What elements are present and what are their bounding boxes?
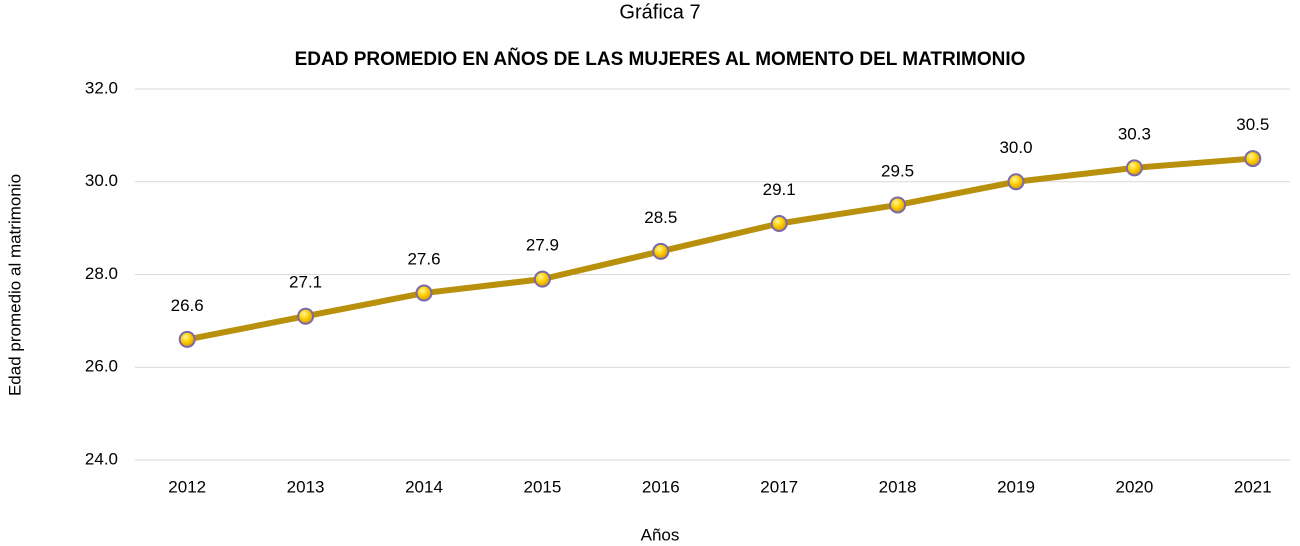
x-tick-label: 2012 [168, 477, 206, 496]
x-tick-label: 2013 [287, 477, 325, 496]
x-tick-label: 2017 [760, 477, 798, 496]
x-tick-label: 2014 [405, 477, 443, 496]
data-label: 30.3 [1118, 124, 1151, 143]
x-tick-label: 2018 [879, 477, 917, 496]
data-label: 29.5 [881, 161, 914, 180]
marker [1007, 173, 1025, 191]
x-tick-label: 2021 [1234, 477, 1272, 496]
marker [533, 270, 551, 288]
marker [178, 330, 196, 348]
marker [889, 196, 907, 214]
y-tick-label: 28.0 [85, 264, 118, 283]
data-label: 27.9 [526, 236, 559, 255]
data-label: 27.6 [407, 250, 440, 269]
chart-subtitle: EDAD PROMEDIO EN AÑOS DE LAS MUJERES AL … [295, 48, 1026, 70]
marker [1244, 150, 1262, 168]
marker [652, 242, 670, 260]
marker [415, 284, 433, 302]
x-axis-label: Años [641, 525, 680, 544]
data-label: 30.5 [1236, 115, 1269, 134]
y-tick-label: 30.0 [85, 171, 118, 190]
marker [770, 214, 788, 232]
marker [1125, 159, 1143, 177]
line [186, 155, 1254, 343]
data-label: 30.0 [999, 138, 1032, 157]
x-tick-label: 2015 [523, 477, 561, 496]
data-label: 26.6 [171, 296, 204, 315]
chart-title: Gráfica 7 [619, 1, 700, 23]
x-tick-label: 2016 [642, 477, 680, 496]
data-label: 27.1 [289, 273, 322, 292]
marker [297, 307, 315, 325]
x-tick-label: 2019 [997, 477, 1035, 496]
data-label: 28.5 [644, 208, 677, 227]
y-tick-label: 26.0 [85, 357, 118, 376]
y-axis-label: Edad promedio al matrimonio [5, 174, 24, 396]
y-tick-label: 32.0 [85, 78, 118, 97]
data-label: 29.1 [763, 180, 796, 199]
x-tick-label: 2020 [1115, 477, 1153, 496]
y-tick-label: 24.0 [85, 449, 118, 468]
